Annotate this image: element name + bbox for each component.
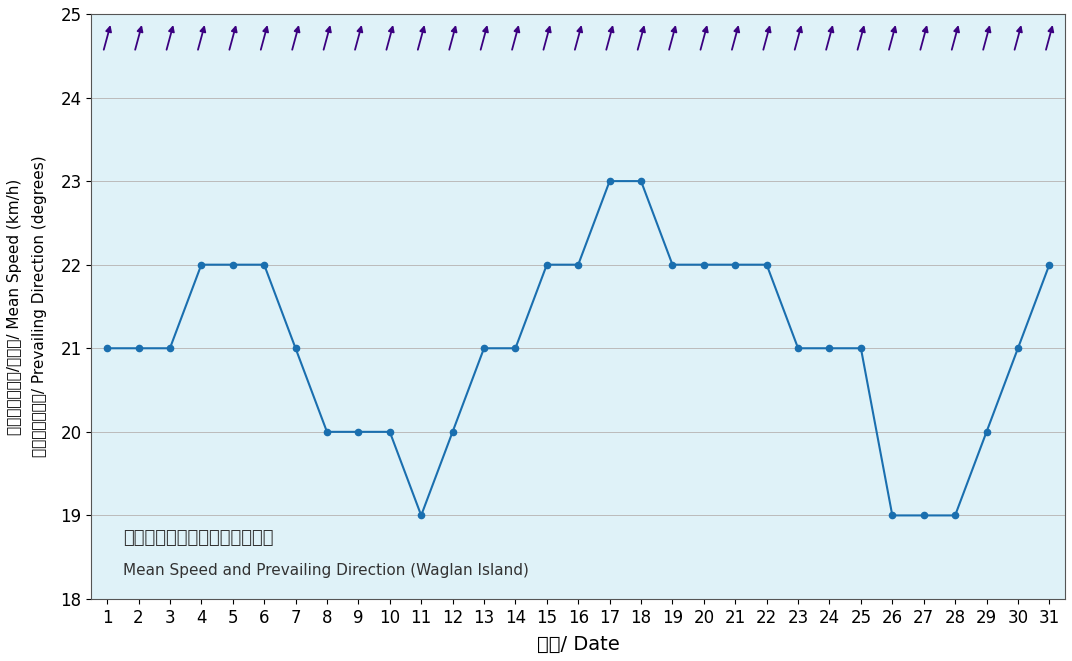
X-axis label: 日期/ Date: 日期/ Date (537, 635, 620, 654)
Text: 平均風速及盛行風向（橫瀾島）: 平均風速及盛行風向（橫瀾島） (123, 529, 273, 547)
Y-axis label: 平均風速（公里/小時）/ Mean Speed (km/h)
盛行風向（度）/ Prevailing Direction (degrees): 平均風速（公里/小時）/ Mean Speed (km/h) 盛行風向（度）/ … (6, 155, 46, 457)
Text: Mean Speed and Prevailing Direction (Waglan Island): Mean Speed and Prevailing Direction (Wag… (123, 563, 528, 578)
